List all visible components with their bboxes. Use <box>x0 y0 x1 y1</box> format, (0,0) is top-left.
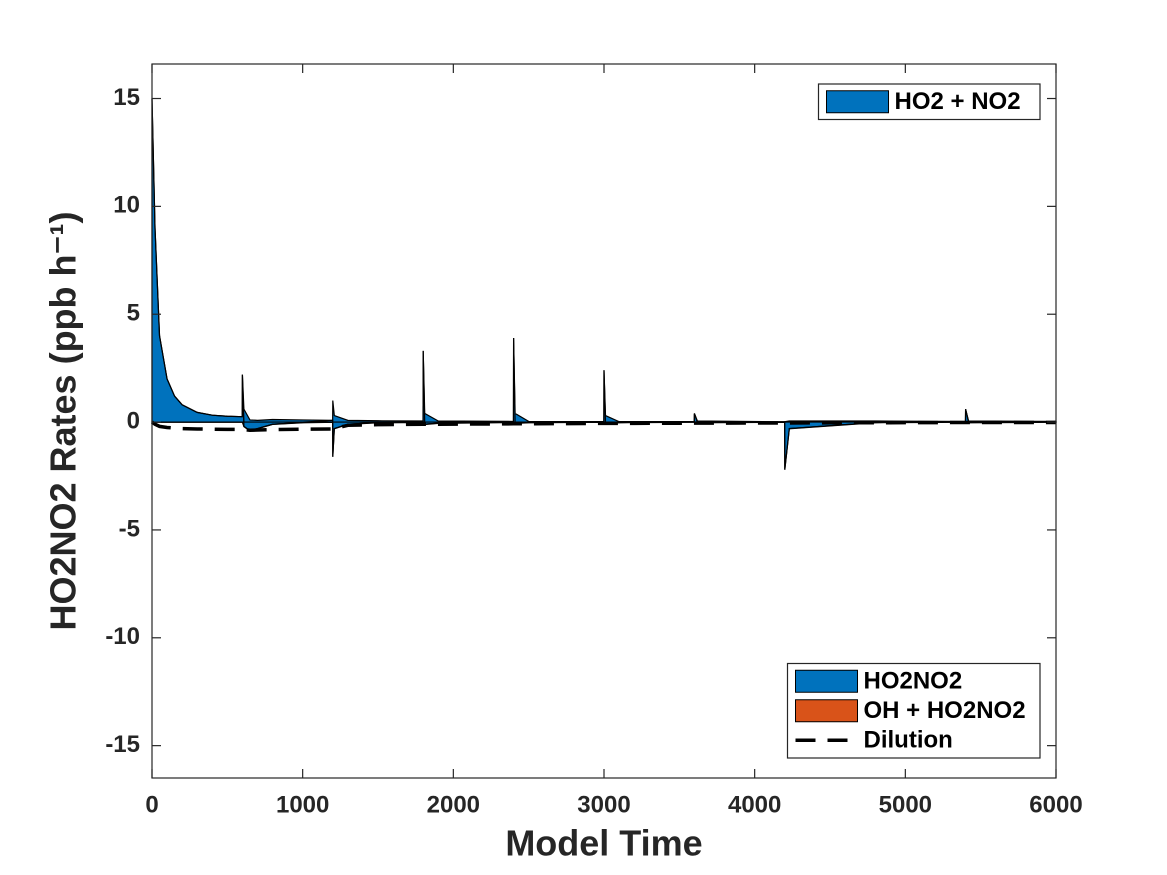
legend-label: Dilution <box>864 727 953 754</box>
legend-label: OH + HO2NO2 <box>864 697 1026 724</box>
legend-label: HO2NO2 <box>864 668 963 695</box>
y-tick-label: 15 <box>113 84 140 111</box>
legend-label: HO2 + NO2 <box>895 88 1021 115</box>
x-tick-label: 3000 <box>577 791 630 818</box>
y-axis-label: HO2NO2 Rates (ppb h⁻¹) <box>43 211 84 630</box>
x-tick-label: 0 <box>145 791 158 818</box>
y-tick-label: 0 <box>127 407 140 434</box>
x-tick-label: 1000 <box>276 791 329 818</box>
legend-swatch <box>795 699 858 723</box>
x-tick-label: 6000 <box>1029 791 1082 818</box>
legend-swatch <box>795 669 858 693</box>
y-tick-label: -10 <box>105 623 140 650</box>
x-axis-label: Model Time <box>505 823 702 864</box>
line <box>150 420 1056 433</box>
x-tick-label: 5000 <box>879 791 932 818</box>
y-tick-label: 5 <box>127 300 140 327</box>
x-tick-label: 4000 <box>728 791 781 818</box>
x-tick-label: 2000 <box>427 791 480 818</box>
y-tick-label: -15 <box>105 731 140 758</box>
legend-swatch <box>826 90 889 114</box>
y-tick-label: 10 <box>113 192 140 219</box>
y-tick-label: -5 <box>119 515 140 542</box>
